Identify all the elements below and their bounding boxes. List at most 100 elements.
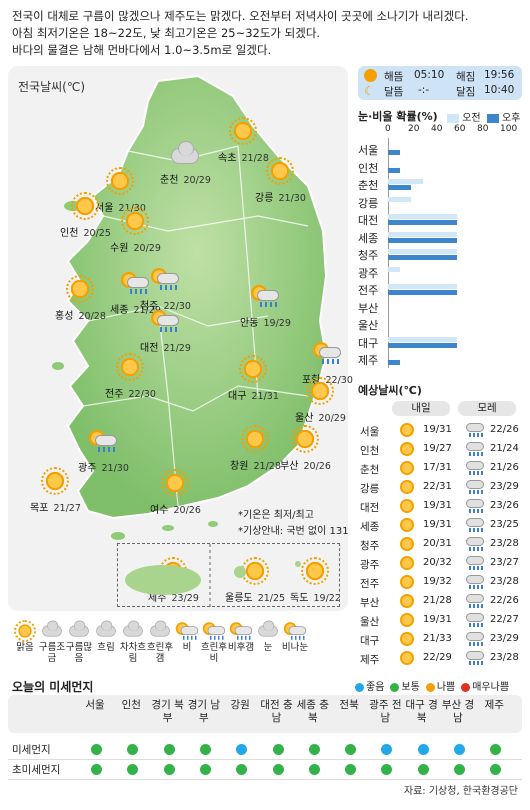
precip-city: 세종: [358, 231, 379, 245]
dust-level-dot: [417, 744, 429, 755]
shower-icon: [121, 272, 150, 294]
city-temp: 21/29: [163, 343, 191, 354]
dust-level-dot: [236, 744, 248, 755]
island-name: 제주: [148, 593, 167, 604]
city-name: 여수: [150, 505, 169, 516]
forecast-city: 강릉: [360, 483, 380, 495]
precip-bar-pm: [388, 255, 457, 260]
dust-level-dot: [381, 744, 393, 755]
city-name: 창원: [230, 461, 249, 472]
forecast-tomorrow-temp: 17/31: [423, 462, 452, 473]
dust-region: 전북: [339, 699, 359, 711]
sun-icon: [400, 613, 414, 627]
islands-inset-shapes: [125, 544, 301, 608]
shower-icon: [89, 430, 118, 452]
forecast-row: 청주 20/31 23/28: [358, 535, 523, 554]
precip-city: 대구: [358, 336, 379, 350]
cloud-icon: [69, 620, 89, 637]
forecast-city: 전주: [360, 578, 380, 590]
precip-city: 광주: [358, 266, 379, 280]
dust-level-dot: [417, 764, 429, 775]
shower-icon: [466, 442, 486, 457]
city-temp: 21/27: [53, 503, 81, 514]
legend-item: 구름많음: [62, 620, 96, 664]
forecast-city: 울산: [360, 616, 380, 628]
precip-axis-tick: 0: [385, 124, 391, 134]
moonset-time: 10:40: [484, 84, 515, 96]
city-name: 안동: [240, 318, 259, 329]
dust-legend-dot: [390, 682, 400, 692]
dust-legend-dot: [425, 682, 435, 692]
sun-icon: [364, 69, 377, 82]
forecast-dayafter-temp: 23/29: [490, 481, 519, 492]
forecast-row: 울산 19/31 22/27: [358, 611, 523, 630]
sun-icon: [229, 117, 258, 145]
sun-icon: [121, 207, 150, 235]
precip-bar-pm: [388, 167, 400, 173]
rain-icon: [229, 622, 253, 640]
precip-row: 세종: [358, 230, 518, 246]
cloud-icon: [171, 141, 200, 164]
shower-icon: [151, 268, 180, 290]
moonset-label: 달짐: [456, 86, 476, 98]
city-name: 목포: [30, 503, 49, 514]
forecast-row: 부산 21/28 22/26: [358, 592, 523, 611]
city-name: 울산: [295, 413, 314, 424]
dust-level-dot: [163, 764, 175, 775]
moonrise-label: 달뜸: [384, 86, 404, 98]
precip-row: 울산: [358, 317, 518, 333]
forecast-tomorrow-temp: 19/32: [423, 576, 452, 587]
legend-label: 비: [182, 642, 192, 653]
forecast-tomorrow-temp: 19/31: [423, 519, 452, 530]
city-marker: 대구 21/31: [228, 355, 279, 403]
forecast-city: 세종: [360, 521, 380, 533]
legend-pm-swatch: [486, 113, 499, 123]
dust-level-dot: [454, 744, 465, 755]
precip-bar-pm: [388, 185, 411, 190]
headline-line-2: 아침 최저기온은 18~22도, 낮 최고기온은 25~32도가 되겠다.: [12, 26, 321, 40]
forecast-row: 인천 19/27 21/24: [358, 440, 523, 459]
precip-city: 강릉: [358, 196, 379, 210]
forecast-dayafter-temp: 23/29: [490, 633, 519, 644]
shower-icon: [466, 651, 486, 666]
sunset-label: 해짐: [456, 71, 476, 83]
legend-item: 흐린후비: [197, 620, 231, 664]
city-name: 부산: [280, 461, 299, 472]
sun-icon: [400, 556, 414, 570]
city-name: 서울: [95, 203, 114, 214]
precip-legend: 오전 오후: [447, 109, 520, 124]
island-marker: 독도 19/22: [290, 557, 341, 605]
forecast-row: 서울 19/31 22/26: [358, 421, 523, 440]
dust-row-divider: [8, 759, 522, 760]
city-marker: 춘천 20/29: [160, 141, 211, 187]
precip-row: 서울: [358, 142, 518, 158]
dust-legend-item: 나쁨: [425, 682, 455, 693]
dust-level-dot: [490, 764, 502, 775]
legend-am-swatch: [447, 113, 459, 123]
precip-bar-am: [388, 266, 400, 272]
shower-icon: [313, 342, 342, 364]
shower-icon: [251, 285, 280, 307]
sun-icon: [239, 355, 268, 383]
dust-legend-dot: [461, 682, 471, 692]
dust-row-label: 미세먼지: [12, 744, 51, 756]
legend-pm-label: 오후: [501, 113, 521, 124]
city-temp: 21/30: [278, 193, 306, 204]
forecast-tomorrow-temp: 21/33: [423, 633, 452, 644]
cloud-icon: [123, 620, 143, 637]
dust-header-bar: [8, 695, 522, 733]
dust-legend-label: 보통: [401, 682, 420, 693]
sun-icon: [400, 575, 414, 589]
precip-bar-pm: [388, 360, 400, 365]
legend-label: 차차흐림: [119, 642, 147, 664]
city-temp: 22/30: [325, 375, 353, 386]
dust-row-label: 초미세먼지: [12, 764, 61, 776]
precip-row: 전주: [358, 282, 518, 298]
islands-inset: [117, 543, 340, 608]
shower-icon: [466, 594, 486, 609]
sun-icon: [71, 192, 100, 220]
dust-level-dot: [345, 764, 357, 775]
city-temp: 20/26: [303, 461, 331, 472]
precip-bar-am: [388, 214, 457, 219]
sun-icon: [66, 275, 95, 303]
